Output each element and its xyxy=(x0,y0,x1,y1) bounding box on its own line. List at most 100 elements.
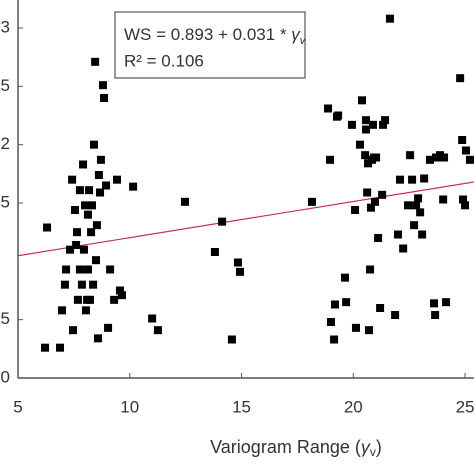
point xyxy=(414,194,423,203)
point xyxy=(324,104,333,113)
point xyxy=(366,203,375,212)
point xyxy=(60,280,69,289)
x-tick-label: 5 xyxy=(13,397,22,416)
point xyxy=(62,265,71,274)
point xyxy=(68,326,77,335)
x-label-sub: v xyxy=(370,445,376,459)
point xyxy=(358,96,367,105)
point xyxy=(102,181,111,190)
point xyxy=(87,201,96,210)
point xyxy=(75,265,84,274)
x-axis-label: Variogram Range (γv) xyxy=(210,437,382,459)
point xyxy=(458,136,467,144)
point xyxy=(334,111,343,120)
x-label-text: Variogram Range ( xyxy=(210,437,361,457)
y-tick-label: 2 xyxy=(1,134,10,153)
y-tick-label: 0.5 xyxy=(0,309,10,328)
point xyxy=(436,151,445,160)
point xyxy=(431,311,440,319)
point xyxy=(442,298,451,307)
x-label-close: ) xyxy=(376,437,382,457)
point xyxy=(115,286,124,295)
point xyxy=(89,280,98,289)
point xyxy=(94,334,103,343)
point xyxy=(90,140,98,149)
point xyxy=(391,311,400,319)
point xyxy=(374,234,383,242)
point xyxy=(420,174,429,183)
x-tick-label: 25 xyxy=(456,397,474,416)
point xyxy=(73,228,82,237)
point xyxy=(347,120,356,129)
point xyxy=(218,217,227,226)
point xyxy=(456,74,465,83)
point xyxy=(94,171,103,179)
point xyxy=(341,273,350,282)
point xyxy=(385,14,394,23)
point xyxy=(364,159,373,168)
y-tick-label: 0 xyxy=(1,367,10,386)
point xyxy=(72,241,81,249)
point xyxy=(129,182,138,191)
point xyxy=(465,155,474,164)
point xyxy=(366,265,375,274)
point xyxy=(330,300,339,309)
point xyxy=(326,155,335,164)
point xyxy=(461,201,470,210)
point xyxy=(342,298,351,307)
x-label-symbol: γ xyxy=(361,437,371,457)
point xyxy=(56,343,65,352)
point xyxy=(210,248,219,256)
point xyxy=(180,197,189,206)
point xyxy=(425,155,434,164)
x-tick-label: 20 xyxy=(344,397,363,416)
annotation-box xyxy=(114,11,306,79)
y-tick-label: 2.5 xyxy=(0,76,10,95)
annotation-r2: R² = 0.106 xyxy=(124,51,204,70)
point xyxy=(368,120,377,129)
annotation-text: WS = 0.893 + 0.031 * xyxy=(124,25,291,44)
point xyxy=(404,201,413,210)
point xyxy=(410,221,419,230)
point xyxy=(91,57,100,66)
point xyxy=(96,155,105,164)
point xyxy=(66,245,75,254)
point xyxy=(79,245,88,254)
point xyxy=(85,186,94,195)
point xyxy=(307,197,316,206)
point xyxy=(113,175,122,184)
point xyxy=(440,153,449,162)
point xyxy=(326,318,335,326)
point xyxy=(104,323,113,332)
point xyxy=(75,186,84,195)
point xyxy=(376,304,385,312)
point xyxy=(412,201,421,210)
point xyxy=(408,175,417,184)
point xyxy=(96,188,105,197)
point xyxy=(381,116,390,125)
point xyxy=(461,146,470,155)
point xyxy=(362,116,371,125)
point xyxy=(372,153,381,162)
point xyxy=(361,151,370,160)
point xyxy=(73,295,82,304)
y-tick-label: 1.5 xyxy=(0,192,10,211)
point xyxy=(379,120,388,129)
point xyxy=(233,258,242,267)
point xyxy=(117,291,126,300)
point xyxy=(370,197,379,206)
point xyxy=(439,195,448,204)
point xyxy=(41,343,50,352)
point xyxy=(100,94,109,102)
point xyxy=(378,190,387,199)
point xyxy=(362,125,371,134)
point xyxy=(351,323,360,332)
y-tick-label: 3 xyxy=(1,17,10,36)
point xyxy=(235,267,244,276)
point xyxy=(110,295,119,304)
point xyxy=(148,314,157,323)
point xyxy=(396,175,405,184)
point xyxy=(363,188,372,197)
point xyxy=(92,256,101,265)
